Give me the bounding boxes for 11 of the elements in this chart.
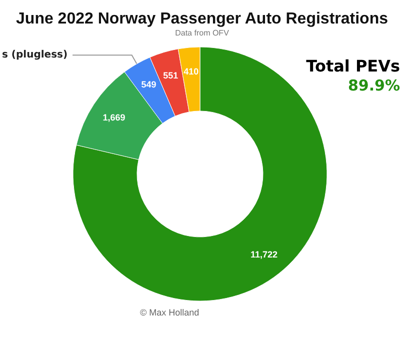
data-label: 11,722 — [250, 250, 278, 260]
chart-subtitle: Data from OFV — [175, 28, 230, 38]
chart-title: June 2022 Norway Passenger Auto Registrations — [16, 10, 388, 28]
data-label: 549 — [141, 80, 156, 90]
data-label: 551 — [163, 70, 178, 80]
data-label: 410 — [184, 66, 199, 76]
text: Total PEVs — [306, 56, 400, 76]
data-label: 1,669 — [102, 112, 126, 122]
text: © Max Holland — [140, 308, 200, 318]
slice-label: s (plugless) — [2, 50, 68, 61]
text: 89.9% — [348, 76, 400, 94]
